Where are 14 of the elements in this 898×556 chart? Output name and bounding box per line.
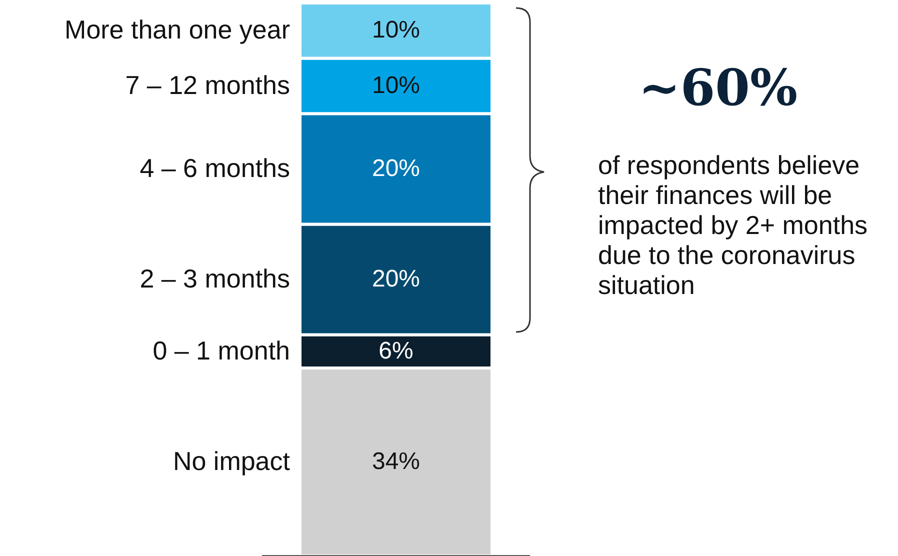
data-label: 20%: [372, 154, 420, 182]
text: ~60%: [638, 58, 798, 117]
series-label: No impact: [172, 446, 291, 476]
series-label: More than one year: [64, 14, 290, 45]
series-label: 4 – 6 months: [140, 152, 290, 183]
series-label: 2 – 3 months: [140, 264, 290, 294]
text: of respondents believe their finances will be impacted by 2+ months due to the coronavirus situation: [598, 150, 869, 300]
series-label: 7 – 12 months: [125, 70, 290, 100]
series-label: 0 – 1 month: [152, 335, 290, 366]
data-label: 34%: [372, 448, 420, 475]
data-label: 20%: [372, 266, 420, 292]
data-label: 6%: [378, 337, 414, 364]
data-label: 10%: [372, 72, 420, 99]
data-label: 10%: [372, 16, 420, 44]
